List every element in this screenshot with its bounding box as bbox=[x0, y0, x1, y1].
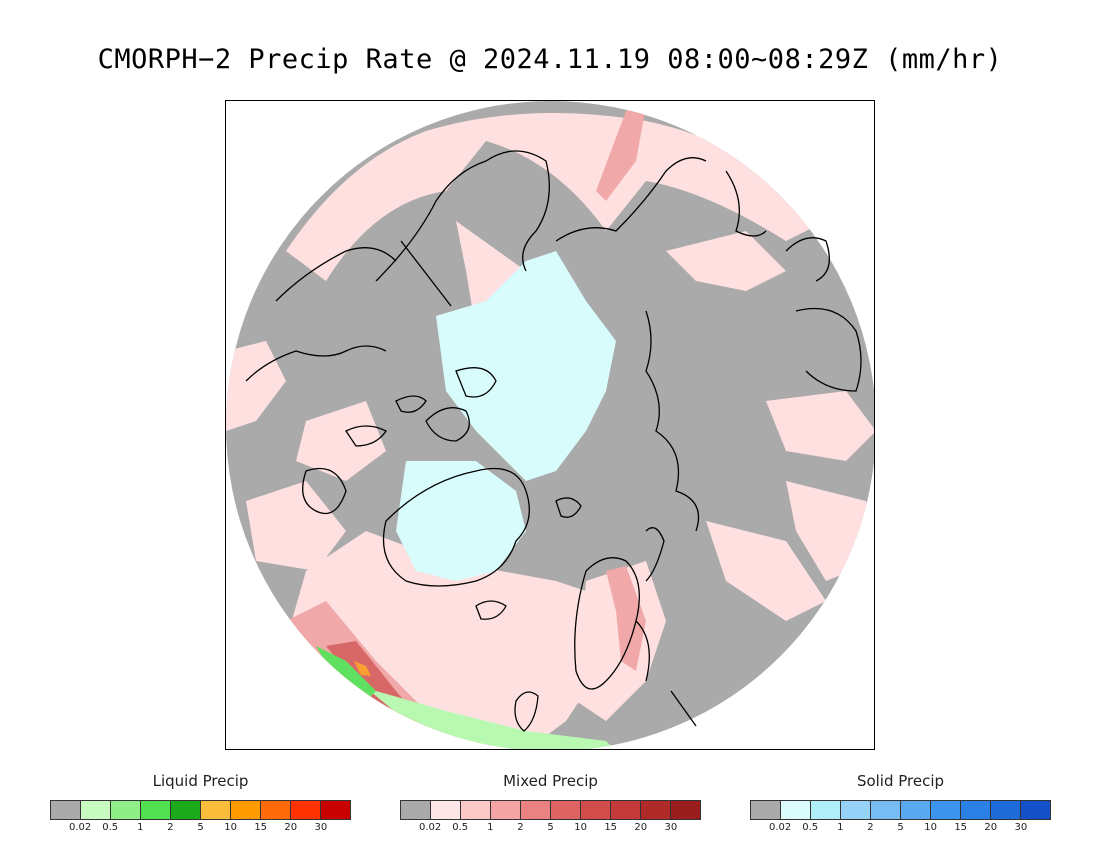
legend-tick-label: 2 bbox=[167, 822, 174, 833]
liquid-precip-core bbox=[316, 646, 376, 701]
legend-swatch bbox=[1021, 801, 1050, 819]
legend-swatch bbox=[461, 801, 491, 819]
mixed-precip-region bbox=[286, 113, 826, 281]
legend-swatch bbox=[751, 801, 781, 819]
legend-tick-label: 15 bbox=[954, 822, 968, 833]
legend-swatch bbox=[231, 801, 261, 819]
legend-swatch bbox=[51, 801, 81, 819]
legend-title: Solid Precip bbox=[856, 772, 945, 790]
solid-precip-region bbox=[396, 461, 526, 581]
legend-swatch bbox=[611, 801, 641, 819]
legend-tick-label: 15 bbox=[254, 822, 268, 833]
polar-precip-map bbox=[226, 101, 874, 749]
legend-tick-label: 10 bbox=[574, 822, 587, 833]
legend-swatch bbox=[291, 801, 321, 819]
legend-ticks: 0.02 0.5 1 2 5 10 15 20 30 bbox=[750, 822, 1051, 836]
legend-tick-label: 0.5 bbox=[802, 822, 819, 833]
legend-tick-label: 10 bbox=[924, 822, 937, 833]
solid-precip-region bbox=[436, 251, 616, 481]
mixed-precip-band-moderate bbox=[606, 566, 646, 671]
legend-tick-label: 1 bbox=[137, 822, 144, 833]
mixed-precip-band bbox=[596, 106, 646, 201]
liquid-precip-region bbox=[286, 641, 616, 749]
legend-swatch bbox=[321, 801, 350, 819]
legend-swatch bbox=[871, 801, 901, 819]
legend-swatch bbox=[811, 801, 841, 819]
legend-tick-label: 20 bbox=[984, 822, 998, 833]
polar-map-frame bbox=[225, 100, 875, 750]
legend-swatch bbox=[931, 801, 961, 819]
legend-swatch bbox=[201, 801, 231, 819]
legend-swatch bbox=[841, 801, 871, 819]
chart-title: CMORPH−2 Precip Rate @ 2024.11.19 08:00~… bbox=[97, 44, 1003, 75]
legend-tick-label: 0.5 bbox=[102, 822, 119, 833]
mixed-precip-region bbox=[296, 401, 386, 481]
legend-swatch bbox=[901, 801, 931, 819]
legend-tick-label: 0.5 bbox=[452, 822, 469, 833]
legend-swatch bbox=[671, 801, 700, 819]
legend-swatch bbox=[431, 801, 461, 819]
legend-tick-label: 5 bbox=[897, 822, 904, 833]
legend-title: Mixed Precip bbox=[503, 772, 598, 790]
legend-swatch bbox=[261, 801, 291, 819]
legend-tick-label: 10 bbox=[224, 822, 237, 833]
legend-liquid-precip: Liquid Precip 0.02 0.5 1 2 5 10 15 20 30 bbox=[50, 772, 351, 836]
legend-tick-label: 30 bbox=[664, 822, 678, 833]
legend-ticks: 0.02 0.5 1 2 5 10 15 20 30 bbox=[400, 822, 701, 836]
legend-swatch bbox=[401, 801, 431, 819]
legend-tick-label: 0.02 bbox=[418, 822, 442, 833]
legend-swatch bbox=[641, 801, 671, 819]
legend-swatch bbox=[111, 801, 141, 819]
legend-swatch bbox=[551, 801, 581, 819]
mixed-precip-region bbox=[666, 231, 786, 291]
legend-ticks: 0.02 0.5 1 2 5 10 15 20 30 bbox=[50, 822, 351, 836]
legend-swatch bbox=[581, 801, 611, 819]
legend-tick-label: 5 bbox=[197, 822, 204, 833]
legend-swatch bbox=[491, 801, 521, 819]
mixed-precip-region bbox=[246, 481, 346, 571]
legend-swatch bbox=[81, 801, 111, 819]
coastlines bbox=[245, 150, 862, 732]
legend-swatch bbox=[171, 801, 201, 819]
legend-tick-label: 20 bbox=[284, 822, 298, 833]
legend-swatch bbox=[961, 801, 991, 819]
legend-tick-label: 30 bbox=[314, 822, 328, 833]
legend-mixed-precip: Mixed Precip 0.02 0.5 1 2 5 10 15 20 30 bbox=[400, 772, 701, 836]
legend-tick-label: 1 bbox=[837, 822, 844, 833]
legend-tick-label: 0.02 bbox=[68, 822, 92, 833]
legend-swatch bbox=[141, 801, 171, 819]
legend-title: Liquid Precip bbox=[152, 772, 249, 790]
legend-tick-label: 2 bbox=[517, 822, 524, 833]
mixed-precip-region bbox=[766, 391, 874, 461]
legend-swatches bbox=[400, 800, 701, 820]
legend-tick-label: 15 bbox=[604, 822, 618, 833]
legend-swatches bbox=[750, 800, 1051, 820]
solid-precip-region bbox=[526, 271, 576, 321]
legend-tick-label: 5 bbox=[547, 822, 554, 833]
legend-tick-label: 1 bbox=[487, 822, 494, 833]
mixed-precip-region bbox=[226, 341, 286, 431]
legend-tick-label: 2 bbox=[867, 822, 874, 833]
legend-solid-precip: Solid Precip 0.02 0.5 1 2 5 10 15 20 30 bbox=[750, 772, 1051, 836]
mixed-precip-region bbox=[706, 521, 826, 621]
legend-tick-label: 0.02 bbox=[768, 822, 792, 833]
legend-swatches bbox=[50, 800, 351, 820]
liquid-precip-heavy-core bbox=[354, 661, 371, 676]
legend-swatch bbox=[521, 801, 551, 819]
legend-tick-label: 30 bbox=[1014, 822, 1028, 833]
legend-swatch bbox=[781, 801, 811, 819]
legend-swatch bbox=[991, 801, 1021, 819]
legend-tick-label: 20 bbox=[634, 822, 648, 833]
